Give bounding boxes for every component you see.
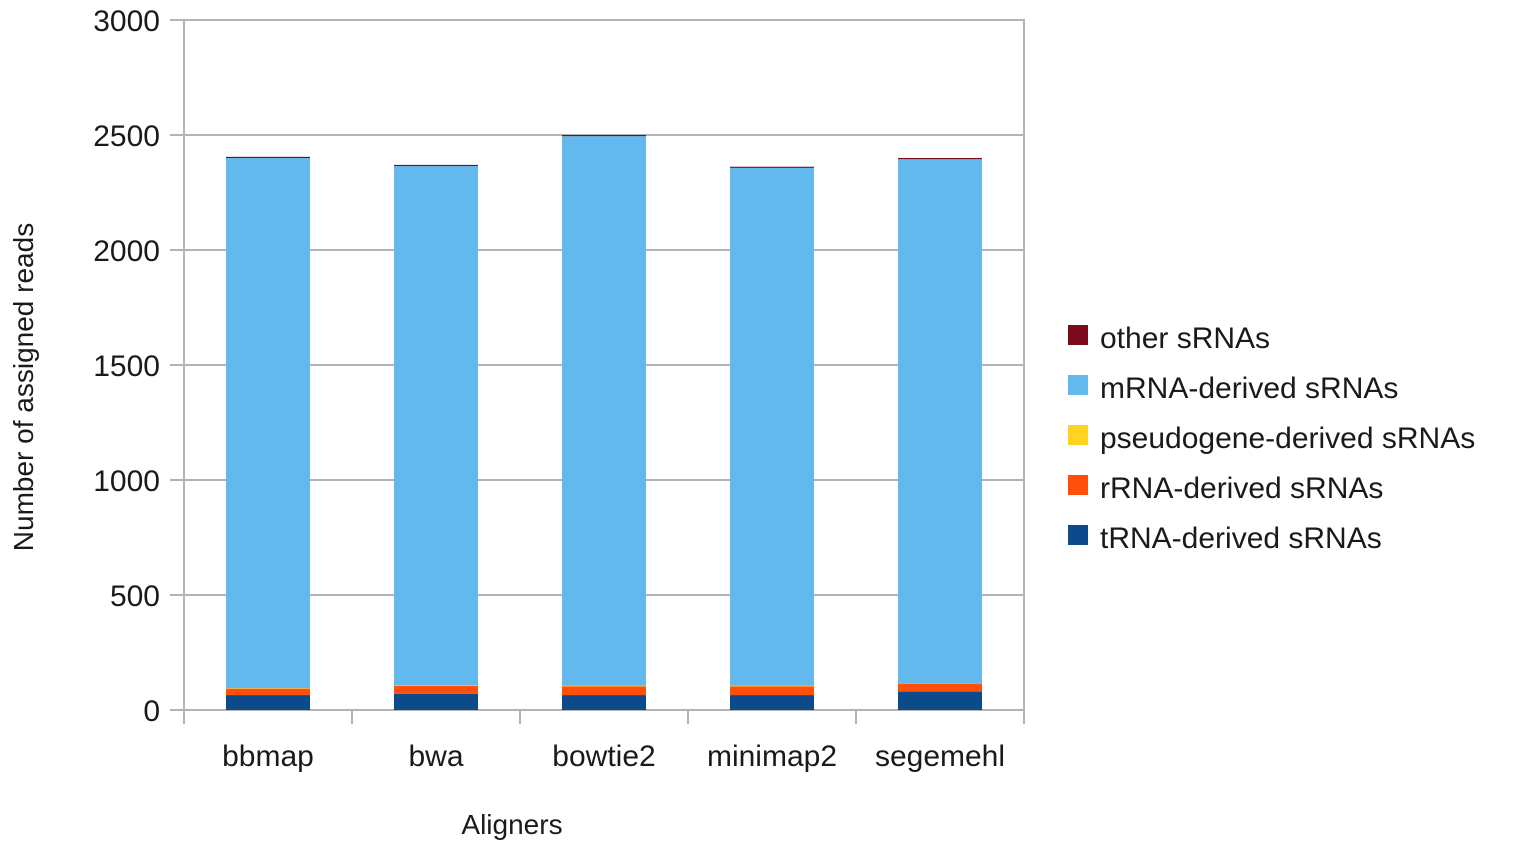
legend-swatch: [1068, 525, 1088, 545]
y-axis-title: Number of assigned reads: [8, 223, 39, 551]
y-tick-label: 0: [143, 695, 160, 728]
bar-segment-trna-derived-srnas: [562, 695, 646, 710]
y-tick-label: 3000: [93, 5, 160, 38]
legend-label: tRNA-derived sRNAs: [1100, 522, 1382, 555]
bar-segment-other-srnas: [394, 165, 478, 166]
bar-segment-rrna-derived-srnas: [898, 684, 982, 692]
y-tick-label: 500: [110, 580, 160, 613]
bar-segment-other-srnas: [226, 157, 310, 158]
bar-segment-mrna-derived-srnas: [898, 159, 982, 683]
x-tick-label: bbmap: [222, 740, 314, 773]
bar-segment-other-srnas: [898, 158, 982, 159]
legend-label: other sRNAs: [1100, 322, 1270, 355]
bars: [226, 135, 982, 710]
legend-swatch: [1068, 325, 1088, 345]
y-tick-label: 1000: [93, 465, 160, 498]
bar-segment-rrna-derived-srnas: [394, 686, 478, 694]
bar-segment-rrna-derived-srnas: [730, 686, 814, 695]
bar-segment-trna-derived-srnas: [226, 695, 310, 710]
legend: other sRNAs mRNA-derived sRNAs pseudogene-…: [1068, 322, 1475, 555]
x-tick-label: bowtie2: [552, 740, 655, 773]
bar-segment-other-srnas: [730, 167, 814, 168]
x-tick-label: minimap2: [707, 740, 837, 773]
bar-segment-trna-derived-srnas: [394, 694, 478, 710]
bar-segment-mrna-derived-srnas: [226, 158, 310, 688]
x-tick-label: bwa: [408, 740, 463, 773]
legend-swatch: [1068, 375, 1088, 395]
y-tick-label: 2500: [93, 120, 160, 153]
y-tick-label: 1500: [93, 350, 160, 383]
bar-segment-trna-derived-srnas: [898, 692, 982, 710]
bar-segment-rrna-derived-srnas: [562, 686, 646, 695]
bar-segment-mrna-derived-srnas: [730, 168, 814, 686]
legend-swatch: [1068, 475, 1088, 495]
bar-segment-mrna-derived-srnas: [394, 166, 478, 685]
x-tick-label: segemehl: [875, 740, 1005, 773]
x-axis-title: Aligners: [461, 809, 562, 840]
legend-label: mRNA-derived sRNAs: [1100, 372, 1398, 405]
bar-segment-other-srnas: [562, 135, 646, 136]
bar-segment-trna-derived-srnas: [730, 695, 814, 710]
legend-label: pseudogene-derived sRNAs: [1100, 422, 1475, 455]
y-tick-label: 2000: [93, 235, 160, 268]
bar-segment-mrna-derived-srnas: [562, 136, 646, 686]
legend-swatch: [1068, 425, 1088, 445]
legend-label: rRNA-derived sRNAs: [1100, 472, 1383, 505]
bar-segment-rrna-derived-srnas: [226, 689, 310, 695]
